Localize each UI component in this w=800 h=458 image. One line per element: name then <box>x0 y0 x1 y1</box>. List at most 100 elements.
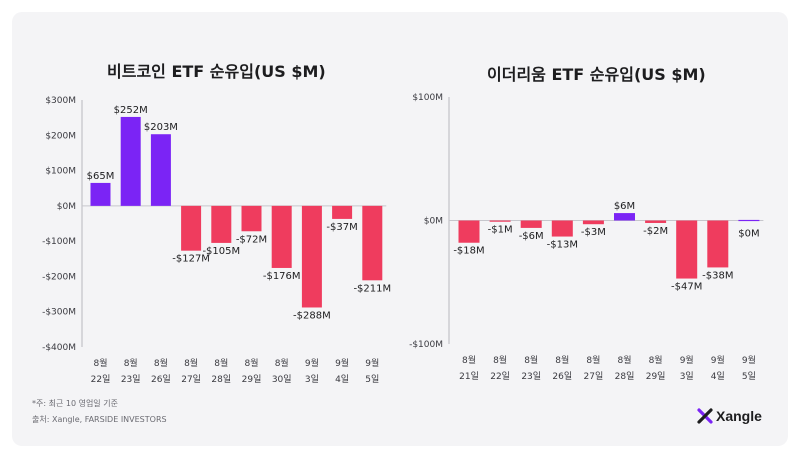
bitcoin-chart-title: 비트코인 ETF 순유입(US $M) <box>107 62 326 81</box>
y-tick-label: -$400M <box>42 343 76 353</box>
x-tick-label-day: 23일 <box>521 371 541 382</box>
x-tick-label-month: 8월 <box>617 354 631 366</box>
x-tick-label-month: 9월 <box>365 357 379 369</box>
data-label: -$211M <box>353 283 391 294</box>
x-tick-label-day: 5일 <box>742 371 756 382</box>
footnote-basis: *주: 최근 10 영업일 기준 <box>32 399 118 408</box>
bar <box>271 205 292 268</box>
bar <box>150 134 171 206</box>
bar <box>489 220 511 222</box>
data-label: -$6M <box>519 231 544 242</box>
bar <box>332 205 353 219</box>
x-tick-label-month: 8월 <box>93 357 107 369</box>
x-tick-label-day: 3일 <box>305 374 319 385</box>
x-tick-label-day: 28일 <box>615 371 635 382</box>
data-label: -$13M <box>547 240 578 251</box>
xangle-x-logo-icon <box>697 408 713 424</box>
x-tick-label-day: 22일 <box>490 371 510 382</box>
data-label: -$37M <box>326 222 357 233</box>
x-tick-label-month: 8월 <box>184 357 198 369</box>
x-tick-label-day: 26일 <box>151 374 171 385</box>
y-tick-label: $200M <box>45 131 76 141</box>
x-tick-label-month: 8월 <box>586 354 600 366</box>
x-tick-label-month: 8월 <box>524 354 538 366</box>
x-tick-label-month: 8월 <box>493 354 507 366</box>
data-label: -$3M <box>581 227 606 238</box>
bar <box>551 220 573 237</box>
data-label: -$127M <box>172 254 210 265</box>
bar <box>707 220 729 268</box>
data-label: -$176M <box>263 271 301 282</box>
y-tick-label: -$100M <box>409 340 443 350</box>
bar <box>120 116 141 206</box>
y-tick-label: -$200M <box>42 272 76 282</box>
ethereum-chart-title: 이더리움 ETF 순유입(US $M) <box>487 65 706 84</box>
bar <box>520 220 542 228</box>
x-tick-label-month: 8월 <box>124 357 138 369</box>
data-label: -$72M <box>236 234 267 245</box>
y-tick-label: $0M <box>424 217 443 227</box>
bar <box>241 205 262 232</box>
bar <box>362 205 383 281</box>
data-label: -$18M <box>453 246 484 257</box>
data-label: $65M <box>87 171 115 182</box>
x-tick-label-day: 22일 <box>91 374 111 385</box>
x-tick-label-month: 8월 <box>555 354 569 366</box>
data-label: -$47M <box>671 282 702 293</box>
bar <box>301 205 322 308</box>
bar <box>645 220 667 223</box>
y-tick-label: $100M <box>412 93 443 103</box>
y-tick-label: $100M <box>45 167 76 177</box>
data-label: $203M <box>144 122 178 133</box>
bar <box>614 213 635 221</box>
x-tick-label-month: 9월 <box>305 357 319 369</box>
data-label: -$2M <box>643 226 668 237</box>
bar <box>211 205 232 243</box>
x-tick-label-month: 8월 <box>214 357 228 369</box>
data-label: -$105M <box>202 246 240 257</box>
y-tick-label: $300M <box>45 96 76 106</box>
data-label: -$38M <box>702 270 733 281</box>
x-tick-label-month: 8월 <box>244 357 258 369</box>
x-tick-label-day: 5일 <box>365 374 379 385</box>
bar <box>676 220 698 279</box>
chart-card <box>12 12 788 446</box>
x-tick-label-day: 23일 <box>121 374 141 385</box>
brand-logo: Xangle <box>697 408 762 424</box>
y-tick-label: -$100M <box>42 237 76 247</box>
x-tick-label-month: 8월 <box>649 354 663 366</box>
data-label: -$288M <box>293 310 331 321</box>
x-tick-label-day: 30일 <box>272 374 292 385</box>
bar <box>90 182 111 206</box>
x-tick-label-day: 29일 <box>646 371 666 382</box>
x-tick-label-month: 9월 <box>335 357 349 369</box>
x-tick-label-month: 9월 <box>680 354 694 366</box>
bar <box>458 220 480 243</box>
data-label: $0M <box>738 229 759 240</box>
x-tick-label-day: 27일 <box>181 374 201 385</box>
y-tick-label: $0M <box>57 202 76 212</box>
x-tick-label-month: 8월 <box>275 357 289 369</box>
x-tick-label-day: 4일 <box>335 374 349 385</box>
x-tick-label-month: 8월 <box>154 357 168 369</box>
x-tick-label-month: 9월 <box>711 354 725 366</box>
x-tick-label-day: 27일 <box>584 371 604 382</box>
data-label: -$1M <box>488 225 513 236</box>
footnote-source: 출처: Xangle, FARSIDE INVESTORS <box>32 415 167 424</box>
x-tick-label-day: 28일 <box>211 374 231 385</box>
x-tick-label-day: 26일 <box>552 371 572 382</box>
x-tick-label-day: 21일 <box>459 371 479 382</box>
y-tick-label: -$300M <box>42 308 76 318</box>
x-tick-label-month: 9월 <box>742 354 756 366</box>
x-tick-label-day: 4일 <box>711 371 725 382</box>
bar <box>582 220 604 225</box>
bar <box>181 205 202 251</box>
brand-name: Xangle <box>716 408 762 424</box>
data-label: $6M <box>614 201 635 212</box>
x-tick-label-month: 8월 <box>462 354 476 366</box>
x-tick-label-day: 3일 <box>680 371 694 382</box>
x-tick-label-day: 29일 <box>242 374 262 385</box>
bar <box>738 219 760 222</box>
data-label: $252M <box>114 105 148 116</box>
